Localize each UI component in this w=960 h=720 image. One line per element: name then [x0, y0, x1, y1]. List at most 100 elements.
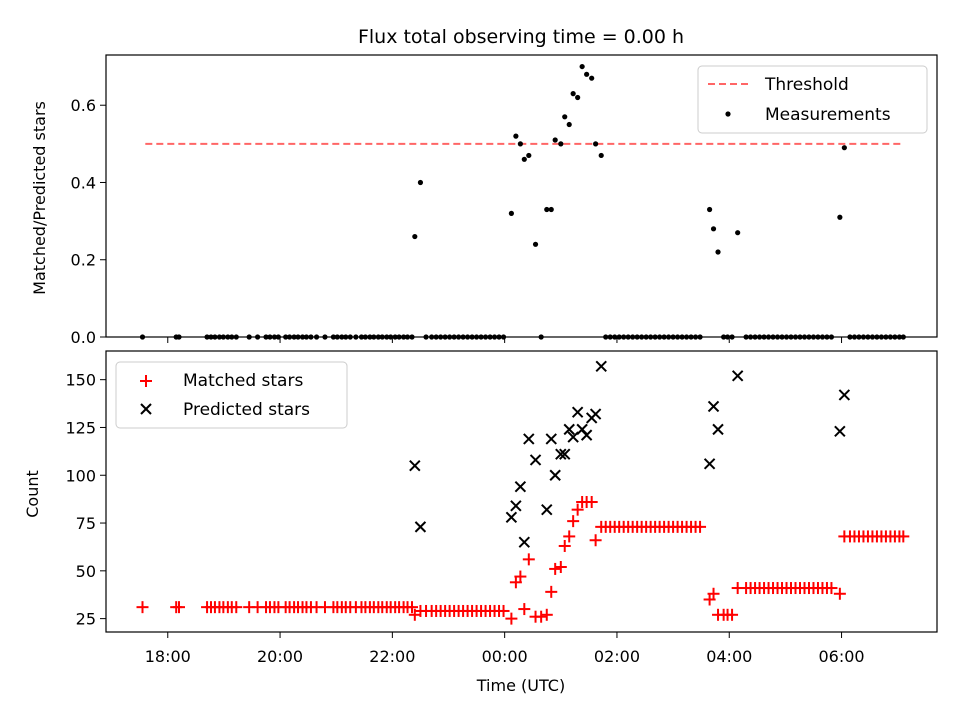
predicted-star-marker	[541, 503, 553, 516]
top-y-tick-label: 0.4	[71, 173, 96, 192]
measurement-point	[837, 214, 843, 220]
bottom-x-tick-label: 02:00	[594, 647, 640, 666]
measurement-point	[544, 206, 550, 213]
measurement-point	[570, 91, 576, 97]
bottom-y-axis-label: Count	[23, 470, 42, 518]
matched-star-marker	[554, 561, 567, 574]
matched-stars-points	[136, 496, 910, 625]
measurement-point	[841, 145, 847, 151]
bottom-y-tick-label: 75	[76, 514, 96, 533]
matched-star-marker	[545, 585, 558, 598]
top-legend: Threshold Measurements	[697, 65, 928, 134]
measurement-point	[584, 71, 590, 77]
matched-star-marker	[726, 608, 739, 621]
matched-star-marker	[518, 603, 531, 616]
matched-star-marker	[172, 601, 185, 614]
bottom-y-tick-label: 150	[65, 371, 96, 390]
top-y-tick-label: 0.2	[71, 251, 96, 270]
predicted-star-marker	[545, 433, 557, 445]
matched-star-marker	[571, 503, 584, 516]
measurement-point	[735, 230, 741, 236]
bottom-x-tick-label: 22:00	[369, 647, 415, 666]
top-y-tick-label: 0.0	[71, 328, 96, 347]
matched-star-marker	[535, 610, 548, 623]
predicted-star-marker	[409, 459, 421, 472]
measurement-point	[548, 206, 554, 213]
measurements-legend-label: Measurements	[765, 105, 891, 125]
bottom-legend: Matched stars Predicted stars	[115, 361, 348, 429]
matched-star-marker	[585, 496, 598, 509]
matched-legend-swatch	[140, 375, 152, 387]
bottom-x-tick-label: 06:00	[818, 647, 864, 666]
predicted-star-marker	[555, 448, 567, 460]
matched-star-marker	[497, 604, 510, 617]
measurement-point	[575, 94, 581, 101]
matched-star-marker	[558, 539, 571, 552]
measurement-point	[566, 121, 572, 128]
measurement-point	[710, 226, 717, 232]
measurement-point	[526, 152, 532, 159]
bottom-x-ticks: 18:00 20:00 22:00 00:00 02:00 04:00 06:00	[145, 632, 865, 666]
predicted-legend-swatch	[140, 403, 152, 415]
top-y-tick-label: 0.6	[71, 96, 96, 115]
matched-star-marker	[833, 587, 846, 600]
bottom-y-tick-label: 50	[76, 562, 96, 581]
matched-star-marker	[549, 562, 562, 575]
matched-star-marker	[694, 520, 707, 533]
predicted-star-marker	[571, 406, 584, 418]
matched-star-marker	[897, 530, 910, 543]
predicted-star-marker	[523, 433, 535, 445]
measurement-point	[562, 114, 568, 120]
bottom-plot-frame	[105, 350, 938, 633]
measurement-point	[715, 249, 721, 255]
predicted-legend-label: Predicted stars	[183, 400, 310, 420]
predicted-star-marker	[514, 481, 527, 493]
top-plot-frame	[105, 54, 938, 338]
matched-star-marker	[505, 612, 518, 625]
predicted-star-marker	[731, 370, 744, 382]
predicted-star-marker	[707, 400, 720, 413]
top-y-ticks: 0.0 0.2 0.4 0.6	[71, 96, 106, 347]
measurement-points	[139, 63, 906, 340]
predicted-star-marker	[834, 425, 846, 437]
predicted-star-marker	[414, 521, 427, 533]
measurements-legend-swatch	[725, 111, 731, 117]
matched-star-marker	[136, 601, 149, 614]
predicted-star-marker	[518, 536, 531, 548]
bottom-x-tick-label: 00:00	[482, 647, 528, 666]
predicted-star-marker	[529, 454, 542, 466]
measurement-point	[593, 141, 599, 147]
matched-star-marker	[825, 582, 838, 595]
top-panel: Flux total observing time = 0.00 h Match…	[30, 26, 938, 347]
bottom-panel: Count Time (UTC) 25 50 75 100 125 150 18:00 20…	[23, 350, 938, 695]
top-chart-title: Flux total observing time = 0.00 h	[358, 26, 684, 48]
measurement-point	[508, 210, 514, 216]
measurement-point	[417, 179, 424, 186]
predicted-star-marker	[703, 458, 716, 470]
bottom-x-tick-label: 04:00	[706, 647, 752, 666]
matched-star-marker	[707, 587, 720, 600]
matched-star-marker	[406, 601, 419, 614]
bottom-y-tick-label: 125	[65, 418, 96, 437]
predicted-star-marker	[563, 423, 575, 436]
bottom-y-tick-label: 100	[65, 466, 96, 485]
predicted-star-marker	[580, 429, 593, 441]
top-legend-box	[697, 65, 928, 134]
measurement-point	[579, 63, 585, 70]
predicted-star-marker	[595, 360, 607, 372]
predicted-stars-points	[409, 360, 851, 548]
bottom-legend-box	[115, 361, 348, 429]
predicted-star-marker	[505, 511, 518, 524]
measurement-point	[513, 133, 519, 139]
threshold-legend-label: Threshold	[764, 75, 849, 95]
bottom-x-tick-label: 20:00	[257, 647, 303, 666]
measurement-point	[558, 141, 564, 147]
matched-star-marker	[540, 608, 553, 621]
measurement-point	[706, 206, 713, 213]
bottom-y-tick-label: 25	[76, 610, 96, 629]
matched-star-marker	[522, 553, 535, 566]
top-y-axis-label: Matched/Predicted stars	[30, 101, 49, 295]
predicted-star-marker	[510, 500, 522, 512]
matched-legend-label: Matched stars	[183, 371, 303, 391]
